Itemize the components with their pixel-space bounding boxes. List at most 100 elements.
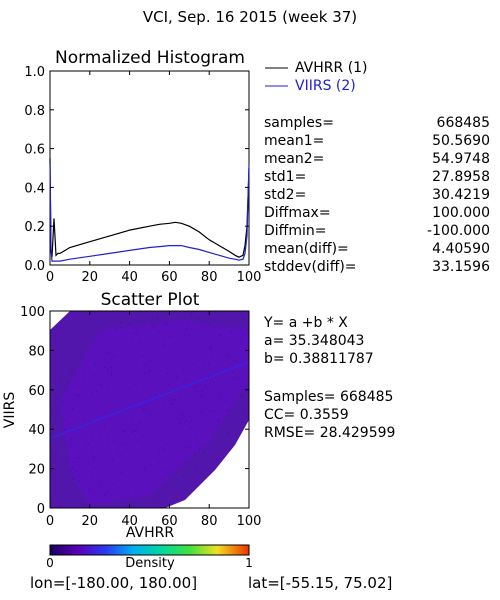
- scatter-point: [240, 340, 243, 342]
- scatter-point: [78, 457, 80, 459]
- scatter-ylabel: VIIRS: [2, 392, 18, 429]
- scatter-point: [111, 357, 113, 359]
- scatter-point: [163, 404, 165, 407]
- scatter-point: [144, 363, 147, 365]
- scatter-point: [146, 455, 148, 457]
- scatter-point: [121, 461, 123, 463]
- scatter-point: [79, 397, 81, 400]
- scatter-xtick-label: 60: [161, 514, 178, 529]
- scatter-point: [104, 424, 106, 426]
- scatter-ytick-label: 100: [20, 305, 45, 320]
- scatter-point: [113, 393, 115, 395]
- scatter-point: [81, 503, 83, 505]
- scatter-point: [137, 429, 139, 432]
- scatter-point: [77, 383, 79, 386]
- scatter-point: [93, 456, 95, 458]
- histogram-xtick-label: 100: [237, 270, 262, 285]
- stat-value: 100.000: [432, 205, 490, 221]
- scatter-point: [241, 315, 243, 318]
- scatter-point: [233, 377, 235, 380]
- scatter-point: [100, 426, 102, 428]
- scatter-point: [52, 460, 54, 462]
- scatter-point: [217, 419, 219, 421]
- scatter-point: [133, 333, 135, 335]
- footer-lon: lon=[-180.00, 180.00]: [30, 574, 197, 592]
- scatter-point: [225, 355, 228, 357]
- scatter-point: [217, 440, 219, 442]
- scatter-point: [247, 328, 249, 330]
- scatter-point: [110, 367, 112, 369]
- scatter-point: [120, 321, 122, 324]
- scatter-ticks: 0 20 40 60 80 100 0 20 40 60 80 100: [20, 305, 261, 529]
- scatter-point: [213, 410, 215, 412]
- scatter-point: [93, 458, 95, 460]
- stat-value: 30.4219: [432, 187, 490, 203]
- scatter-points-area: [50, 311, 249, 508]
- histogram-xtick-label: 80: [201, 270, 218, 285]
- scatter-point: [241, 394, 243, 396]
- colorbar-gradient: [49, 544, 250, 556]
- scatter-point: [189, 335, 191, 337]
- scatter-point: [189, 393, 191, 395]
- scatter-point: [161, 478, 163, 480]
- scatter-point: [105, 412, 107, 415]
- scatter-point: [126, 505, 128, 508]
- scatter-point: [231, 371, 234, 373]
- scatter-point: [91, 391, 93, 393]
- scatter-point: [95, 390, 98, 392]
- scatter-point: [56, 396, 58, 398]
- stat-value: 33.1596: [432, 259, 490, 275]
- scatter-point: [126, 443, 128, 445]
- scatter-point: [213, 326, 215, 328]
- scatter-point: [107, 491, 109, 493]
- stat-label: std1=: [264, 169, 306, 185]
- scatter-point: [100, 384, 102, 386]
- scatter-point: [55, 469, 57, 471]
- scatter-point: [140, 342, 142, 344]
- scatter-point: [106, 376, 108, 379]
- scatter-xtick-label: 80: [201, 514, 218, 529]
- scatter-point: [229, 415, 231, 417]
- scatter-point: [169, 433, 171, 435]
- scatter-point: [244, 333, 246, 335]
- legend-viirs-label: VIIRS (2): [295, 78, 356, 94]
- stat-value: 668485: [437, 115, 490, 131]
- histogram-legend: AVHRR (1) VIIRS (2): [265, 60, 368, 94]
- scatter-point: [98, 483, 101, 485]
- scatter-point: [63, 429, 66, 431]
- scatter-point: [142, 435, 144, 437]
- scatter-point: [182, 475, 184, 477]
- scatter-point: [185, 461, 187, 463]
- scatter-point: [213, 381, 215, 383]
- scatter-point: [153, 325, 155, 327]
- scatter-point: [209, 382, 211, 384]
- scatter-point: [240, 395, 243, 397]
- scatter-point: [84, 504, 86, 506]
- scatter-point: [169, 449, 171, 451]
- scatter-point: [56, 450, 58, 452]
- scatter-point: [156, 475, 158, 477]
- scatter-point: [58, 506, 60, 508]
- scatter-point: [219, 334, 221, 336]
- scatter-point: [120, 472, 122, 474]
- scatter-point: [84, 377, 86, 380]
- scatter-point: [112, 440, 115, 442]
- scatter-point: [94, 466, 96, 469]
- scatter-point: [199, 411, 202, 413]
- stat-label: mean(diff)=: [264, 241, 349, 257]
- scatter-point: [72, 478, 74, 480]
- scatter-point: [160, 492, 162, 494]
- scatter-point: [197, 318, 199, 320]
- scatter-point: [197, 458, 199, 460]
- scatter-point: [206, 353, 208, 355]
- scatter-point: [228, 357, 230, 359]
- legend-avhrr-label: AVHRR (1): [295, 60, 368, 76]
- scatter-point: [159, 439, 161, 441]
- stat-value: 50.5690: [432, 133, 490, 149]
- scatter-point: [127, 493, 129, 495]
- scatter-point: [139, 406, 141, 409]
- stat-value: -100.000: [427, 223, 490, 239]
- scatter-point: [134, 383, 136, 386]
- scatter-point: [112, 483, 114, 485]
- scatter-point: [77, 429, 79, 432]
